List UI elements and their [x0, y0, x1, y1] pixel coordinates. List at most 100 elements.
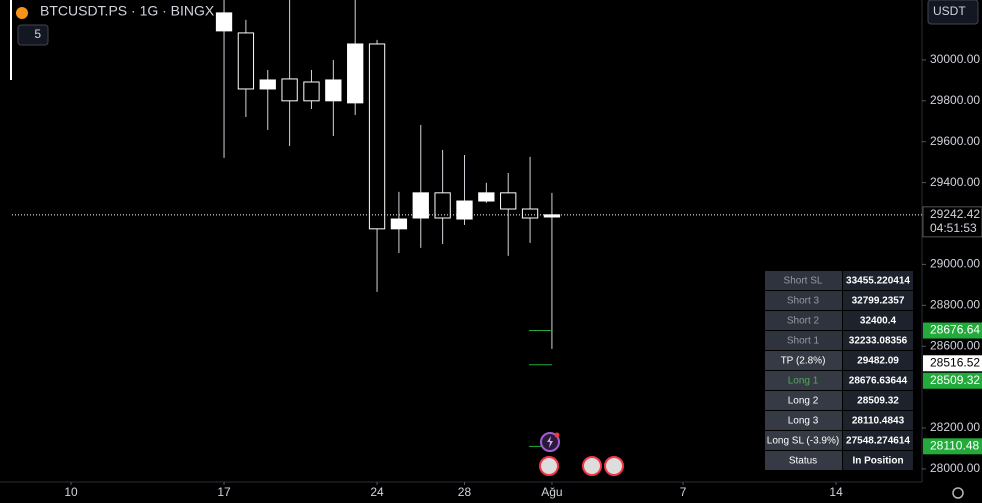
event-icons: [539, 432, 624, 476]
price-label-box: [923, 372, 982, 389]
price-label-box: [923, 438, 982, 455]
candle-body: [500, 192, 517, 210]
x-tick-label: 14: [829, 485, 843, 499]
table-cell: [843, 311, 913, 330]
table-cell: [843, 411, 913, 430]
interval-badge[interactable]: 5: [34, 27, 41, 41]
table-value: 32400.4: [860, 316, 897, 327]
table-cell: [765, 431, 842, 450]
table-cell: [765, 411, 842, 430]
table-value: 33455.220414: [846, 276, 910, 287]
countdown: 04:51:53: [930, 221, 977, 235]
candle-body: [325, 79, 342, 102]
symbol-title[interactable]: BTCUSDT.PS · 1G · BINGX: [40, 3, 215, 19]
y-tick-label: 29400.00: [930, 175, 980, 189]
candle-body: [303, 81, 320, 102]
x-tick-label: 7: [680, 485, 687, 499]
edge-strip: [10, 0, 12, 80]
table-label: Long 3: [788, 416, 819, 427]
lightning: [547, 436, 553, 448]
y-tick-label: 30000.00: [930, 52, 980, 66]
currency-select[interactable]: [927, 0, 979, 25]
table-cell: [843, 451, 913, 470]
symbol-icon: [16, 7, 28, 19]
candle-body: [456, 200, 473, 220]
table-value: 28676.63644: [849, 376, 908, 387]
currency-label[interactable]: USDT: [933, 4, 966, 18]
y-tick-label: 28600.00: [930, 338, 980, 352]
table-cell: [765, 391, 842, 410]
table-cell: [843, 331, 913, 350]
candle-body: [259, 79, 276, 90]
table-cell: [765, 271, 842, 290]
current-price-label: 29242.42: [930, 207, 980, 221]
table-label: Long 1: [788, 376, 819, 387]
price-label: 28509.32: [930, 373, 980, 387]
candle-body: [543, 214, 561, 218]
table-cell: [843, 271, 913, 290]
signal-table: Short SL 33455.220414 Short 3 32799.2357 Sho…: [765, 271, 913, 470]
table-label: Short 2: [787, 316, 820, 327]
candle-body: [521, 208, 539, 219]
candle-body: [215, 12, 233, 32]
candle-body: [281, 78, 298, 102]
candle-body: [478, 192, 495, 202]
table-label: Long SL (-3.9%): [767, 436, 839, 447]
price-label: 28676.64: [930, 323, 980, 337]
table-label: Status: [789, 456, 817, 467]
price-label: 28110.48: [930, 438, 979, 452]
table-cell: [765, 351, 842, 370]
y-tick-label: 29000.00: [930, 257, 980, 271]
table-cell: [843, 351, 913, 370]
table-cell: [843, 391, 913, 410]
table-value: 29482.09: [857, 356, 899, 367]
table-cell: [765, 291, 842, 310]
table-cell: [843, 431, 913, 450]
candle-body: [347, 43, 364, 104]
price-label-box: [923, 322, 982, 339]
table-value: 28110.4843: [852, 416, 905, 427]
flag-icon[interactable]: [582, 456, 602, 476]
table-label: Short 1: [787, 336, 820, 347]
table-cell: [765, 451, 842, 470]
table-cell: [765, 311, 842, 330]
y-tick-label: 29800.00: [930, 93, 980, 107]
table-cell: [843, 371, 913, 390]
candle-body: [412, 192, 429, 219]
plot: [12, 0, 922, 447]
table-cell: [765, 331, 842, 350]
table-label: Short 3: [787, 296, 820, 307]
candle-body: [434, 192, 451, 219]
candle-body: [237, 32, 255, 90]
current-price-box: [922, 206, 982, 238]
table-cell: [843, 291, 913, 310]
x-tick-label: 10: [64, 485, 78, 499]
badge: [554, 432, 560, 438]
price-label-box: [923, 355, 982, 372]
x-tick-label: 24: [370, 485, 384, 499]
y-tick-label: 29600.00: [930, 134, 980, 148]
settings-gear[interactable]: [952, 487, 964, 499]
flag-icon[interactable]: [604, 456, 624, 476]
table-label: TP (2.8%): [781, 356, 826, 367]
candle-body: [390, 218, 408, 230]
candle-body: [368, 43, 386, 230]
x-tick-label: 17: [217, 485, 231, 499]
table-cell: [765, 371, 842, 390]
y-tick-label: 28000.00: [930, 461, 980, 475]
table-value: 27548.274614: [846, 436, 910, 447]
table-value: In Position: [852, 456, 903, 467]
table-label: Long 2: [788, 396, 819, 407]
x-tick-label: Ağu: [541, 485, 562, 499]
x-tick-label: 28: [458, 485, 472, 499]
table-label: Short SL: [784, 276, 823, 287]
y-tick-label: 28800.00: [930, 297, 980, 311]
table-value: 32799.2357: [852, 296, 905, 307]
interval-box[interactable]: [17, 24, 49, 46]
table-value: 32233.08356: [849, 336, 908, 347]
y-tick-label: 28200.00: [930, 420, 980, 434]
price-label: 28516.52: [930, 355, 980, 369]
flag-icon[interactable]: [539, 456, 559, 476]
table-value: 28509.32: [857, 396, 899, 407]
